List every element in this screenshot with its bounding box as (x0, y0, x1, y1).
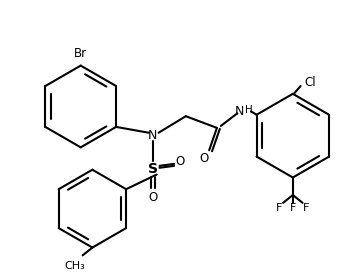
Text: H: H (245, 105, 253, 115)
Text: N: N (235, 105, 244, 118)
Text: CH₃: CH₃ (65, 261, 85, 271)
Text: O: O (200, 152, 209, 165)
Text: S: S (148, 162, 158, 176)
Text: F: F (276, 203, 282, 213)
Text: F: F (303, 203, 310, 213)
Text: O: O (148, 192, 157, 204)
Text: Br: Br (74, 47, 87, 60)
Text: N: N (148, 129, 157, 142)
Text: F: F (290, 203, 296, 213)
Text: Cl: Cl (305, 76, 316, 89)
Text: O: O (175, 155, 185, 169)
